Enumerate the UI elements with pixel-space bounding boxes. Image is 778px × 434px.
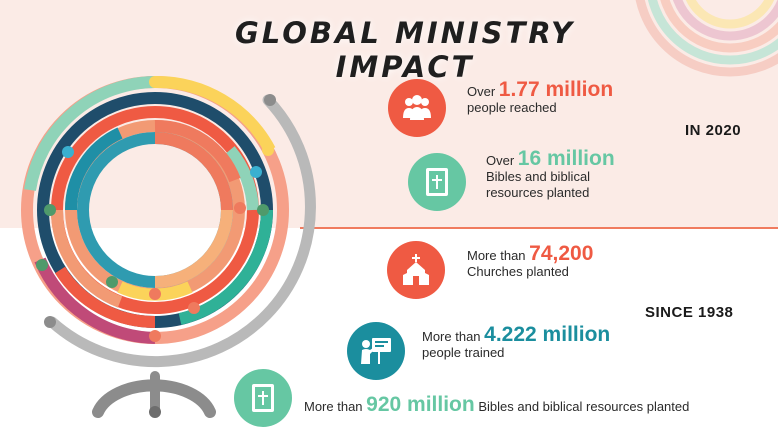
- stat-description-line2: resources planted: [486, 185, 590, 200]
- globe-stand: [44, 94, 316, 418]
- stat-description: people trained: [422, 345, 505, 360]
- stat-description: Churches planted: [467, 264, 569, 279]
- stat-bibles-since-1938: More than 920 million Bibles and biblica…: [304, 394, 690, 415]
- teacher-icon: [347, 322, 405, 380]
- ring-joint-dots: [36, 76, 274, 342]
- stat-value: 74,200: [529, 242, 594, 265]
- stat-description-line1: Bibles and biblical: [486, 169, 591, 184]
- stat-prefix: Over: [486, 153, 515, 168]
- page-title: GLOBAL MINISTRY IMPACT: [234, 16, 576, 84]
- stat-prefix: More than: [467, 248, 526, 263]
- stat-value: 920 million: [366, 393, 475, 416]
- bible-icon: [234, 369, 292, 427]
- stat-value: 16 million: [517, 147, 615, 170]
- stat-value: 1.77 million: [498, 78, 614, 101]
- bible-icon: [408, 153, 466, 211]
- stat-people-reached: Over 1.77 million people reached: [467, 79, 613, 116]
- stat-prefix: Over: [467, 84, 496, 99]
- section-divider: [300, 227, 778, 229]
- stat-prefix: More than: [304, 399, 363, 414]
- period-label-since-1938: SINCE 1938: [645, 304, 734, 321]
- stat-people-trained: More than 4.222 million people trained: [422, 324, 610, 361]
- stat-description: people reached: [467, 100, 557, 115]
- stat-churches-planted: More than 74,200 Churches planted: [467, 243, 593, 280]
- stat-bibles-2020: Over 16 million Bibles and biblical reso…: [486, 148, 615, 201]
- period-label-2020: IN 2020: [685, 122, 742, 139]
- stat-description: Bibles and biblical resources planted: [478, 399, 690, 414]
- church-icon: [387, 241, 445, 299]
- corner-arcs-decoration: [635, 0, 778, 77]
- people-group-icon: [388, 79, 446, 137]
- stat-value: 4.222 million: [484, 323, 611, 346]
- stat-prefix: More than: [422, 329, 481, 344]
